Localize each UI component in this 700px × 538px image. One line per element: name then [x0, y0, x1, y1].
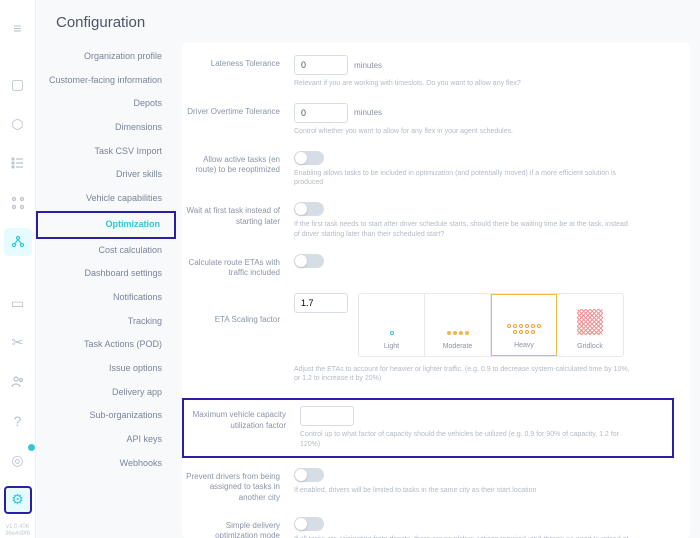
eta-input[interactable] — [294, 293, 348, 313]
eta-option-gridlock[interactable]: Gridlock — [557, 294, 623, 356]
reopt-toggle[interactable] — [294, 151, 324, 165]
version-label: v1.0.406 36e4d9f6 — [0, 524, 35, 538]
eta-option-moderate[interactable]: Moderate — [425, 294, 491, 356]
subnav-item-notifications[interactable]: Notifications — [36, 286, 176, 310]
city-label: Prevent drivers from being assigned to t… — [182, 468, 294, 503]
network-icon[interactable] — [4, 228, 32, 255]
subnav-item-task-csv-import[interactable]: Task CSV Import — [36, 140, 176, 164]
subnav-item-sub-organizations[interactable]: Sub-organizations — [36, 404, 176, 428]
subnav-item-webhooks[interactable]: Webhooks — [36, 452, 176, 476]
users-icon[interactable] — [4, 368, 32, 395]
subnav-item-dashboard-settings[interactable]: Dashboard settings — [36, 262, 176, 286]
dashboard-icon[interactable]: ▢ — [4, 71, 32, 98]
capacity-help: Control up to what factor of capacity sh… — [300, 430, 640, 450]
store-icon[interactable]: ▭ — [4, 289, 32, 316]
traffic-label: Calculate route ETAs with traffic includ… — [182, 254, 294, 279]
overtime-input[interactable] — [294, 103, 348, 123]
simple-label: Simple delivery optimization mode — [182, 517, 294, 538]
eta-option-heavy[interactable]: Heavy — [491, 294, 557, 356]
subnav-item-cost-calculation[interactable]: Cost calculation — [36, 239, 176, 263]
settings-panel: Lateness Tolerance minutes Relevant if y… — [182, 43, 690, 538]
page-title: Configuration — [36, 0, 700, 43]
nav-rail: ≡ ▢ ⬡ ▭ ✂ ? ◎ ⚙ v1.0.406 36e4d9f6 — [0, 0, 36, 538]
subnav-item-vehicle-capabilities[interactable]: Vehicle capabilities — [36, 187, 176, 211]
reopt-label: Allow active tasks (en route) to be reop… — [182, 151, 294, 176]
subnav-item-customer-facing-information[interactable]: Customer-facing information — [36, 69, 176, 93]
subnav-item-optimization[interactable]: Optimization — [36, 211, 176, 239]
menu-icon[interactable]: ≡ — [4, 14, 32, 41]
capacity-input[interactable] — [300, 406, 354, 426]
package-icon[interactable]: ⬡ — [4, 110, 32, 137]
wait-help: If the first task needs to start after d… — [294, 220, 634, 240]
subnav-item-issue-options[interactable]: Issue options — [36, 357, 176, 381]
subnav-item-task-actions-pod-[interactable]: Task Actions (POD) — [36, 333, 176, 357]
lateness-unit: minutes — [354, 61, 382, 70]
config-subnav: Organization profileCustomer-facing info… — [36, 43, 176, 538]
wait-label: Wait at first task instead of starting l… — [182, 202, 294, 227]
lateness-help: Relevant if you are working with timeslo… — [294, 79, 634, 89]
list-icon[interactable] — [4, 150, 32, 177]
subnav-item-driver-skills[interactable]: Driver skills — [36, 163, 176, 187]
reopt-help: Enabling allows tasks to be included in … — [294, 169, 634, 189]
overtime-unit: minutes — [354, 108, 382, 117]
subnav-item-dimensions[interactable]: Dimensions — [36, 116, 176, 140]
lateness-input[interactable] — [294, 55, 348, 75]
overtime-label: Driver Overtime Tolerance — [182, 103, 294, 117]
city-help: If enabled, drivers will be limited to t… — [294, 486, 634, 496]
city-toggle[interactable] — [294, 468, 324, 482]
route-icon[interactable] — [4, 189, 32, 216]
help-icon[interactable]: ? — [4, 407, 32, 434]
subnav-item-tracking[interactable]: Tracking — [36, 310, 176, 334]
eta-option-light[interactable]: Light — [359, 294, 425, 356]
wait-toggle[interactable] — [294, 202, 324, 216]
subnav-item-delivery-app[interactable]: Delivery app — [36, 381, 176, 405]
traffic-toggle[interactable] — [294, 254, 324, 268]
eta-label: ETA Scaling factor — [182, 293, 294, 325]
scissors-icon[interactable]: ✂ — [4, 329, 32, 356]
subnav-item-depots[interactable]: Depots — [36, 92, 176, 116]
overtime-help: Control whether you want to allow for an… — [294, 127, 634, 137]
simple-toggle[interactable] — [294, 517, 324, 531]
lateness-label: Lateness Tolerance — [182, 55, 294, 69]
capacity-label: Maximum vehicle capacity utilization fac… — [188, 406, 300, 431]
settings-icon[interactable]: ⚙ — [4, 486, 32, 513]
subnav-item-api-keys[interactable]: API keys — [36, 428, 176, 452]
eta-help: Adjust the ETAs to account for heavier o… — [294, 365, 634, 385]
compass-icon[interactable]: ◎ — [4, 447, 32, 474]
subnav-item-organization-profile[interactable]: Organization profile — [36, 45, 176, 69]
